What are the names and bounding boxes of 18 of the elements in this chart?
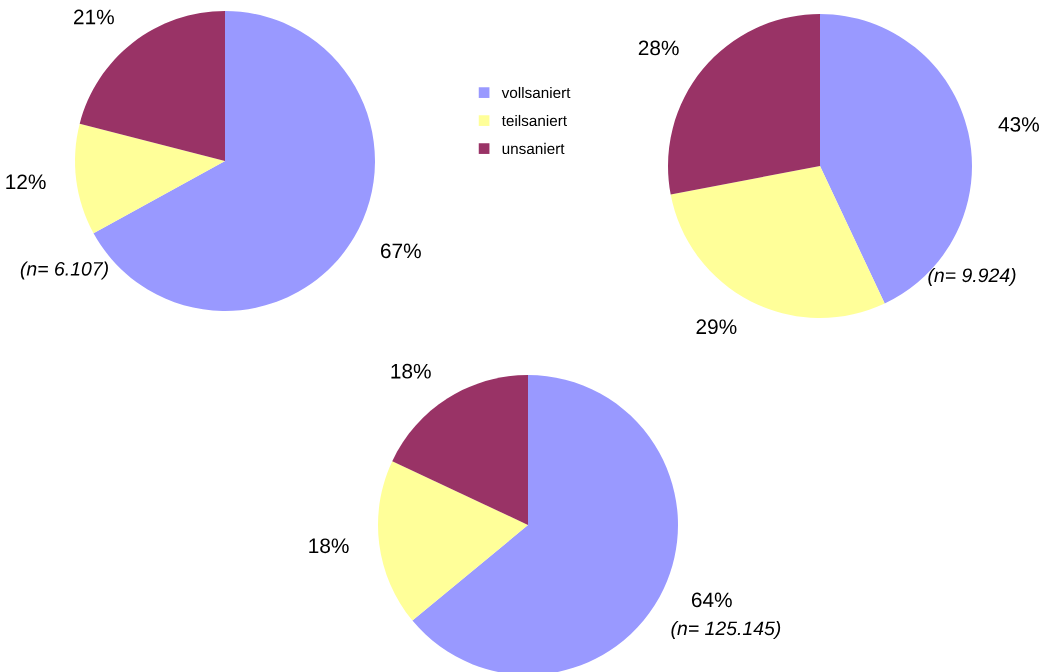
legend-label: unsaniert bbox=[502, 142, 565, 155]
data-label: 64% bbox=[691, 592, 732, 608]
text: (n= 125.145) bbox=[671, 620, 781, 640]
legend-label: vollsaniert bbox=[501, 86, 571, 99]
data-label: 18% bbox=[309, 538, 349, 554]
data-label: 43% bbox=[998, 117, 1039, 132]
data-label: 29% bbox=[696, 319, 737, 335]
pie-slice bbox=[75, 123, 225, 234]
data-label: 18% bbox=[391, 363, 431, 379]
pie-slice bbox=[670, 166, 885, 318]
legend-label: teilsaniert bbox=[501, 114, 567, 127]
data-label: 28% bbox=[638, 40, 679, 56]
data-label: 67% bbox=[380, 243, 421, 259]
text: (n= 9.924) bbox=[928, 267, 1016, 287]
data-label: 12% bbox=[6, 174, 46, 190]
pie-slice bbox=[378, 461, 528, 621]
data-label: 21% bbox=[74, 9, 114, 25]
text: (n= 6.107) bbox=[20, 261, 108, 280]
